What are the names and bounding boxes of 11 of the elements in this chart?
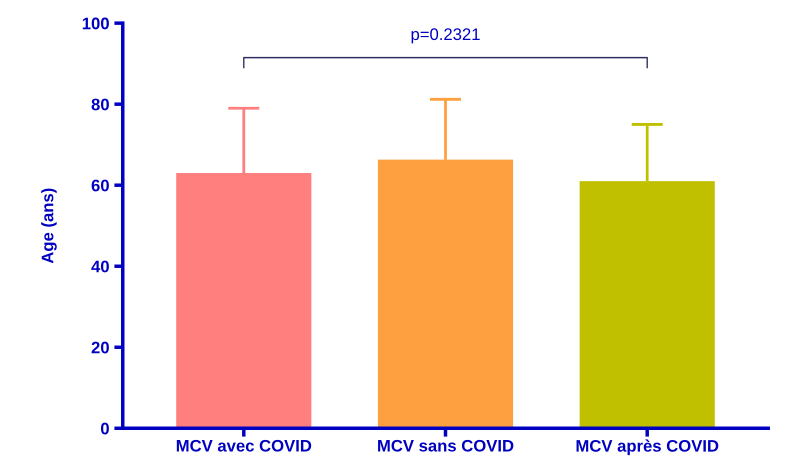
x-tick-label: MCV après COVID xyxy=(576,439,718,456)
y-tick-label: 60 xyxy=(92,180,109,192)
y-axis-title: Age (ans) xyxy=(41,188,57,264)
y-tick-label: 40 xyxy=(91,260,109,272)
annotation: p=0.2321 xyxy=(412,28,480,44)
x-tick-label: MCV sans COVID xyxy=(378,440,514,452)
y-tick-label: 20 xyxy=(92,342,109,354)
x-tick-label: MCV avec COVID xyxy=(176,440,312,452)
y-tick-label: 100 xyxy=(82,18,109,30)
y-tick-label: 0 xyxy=(100,422,109,434)
y-tick-label: 80 xyxy=(92,98,109,110)
